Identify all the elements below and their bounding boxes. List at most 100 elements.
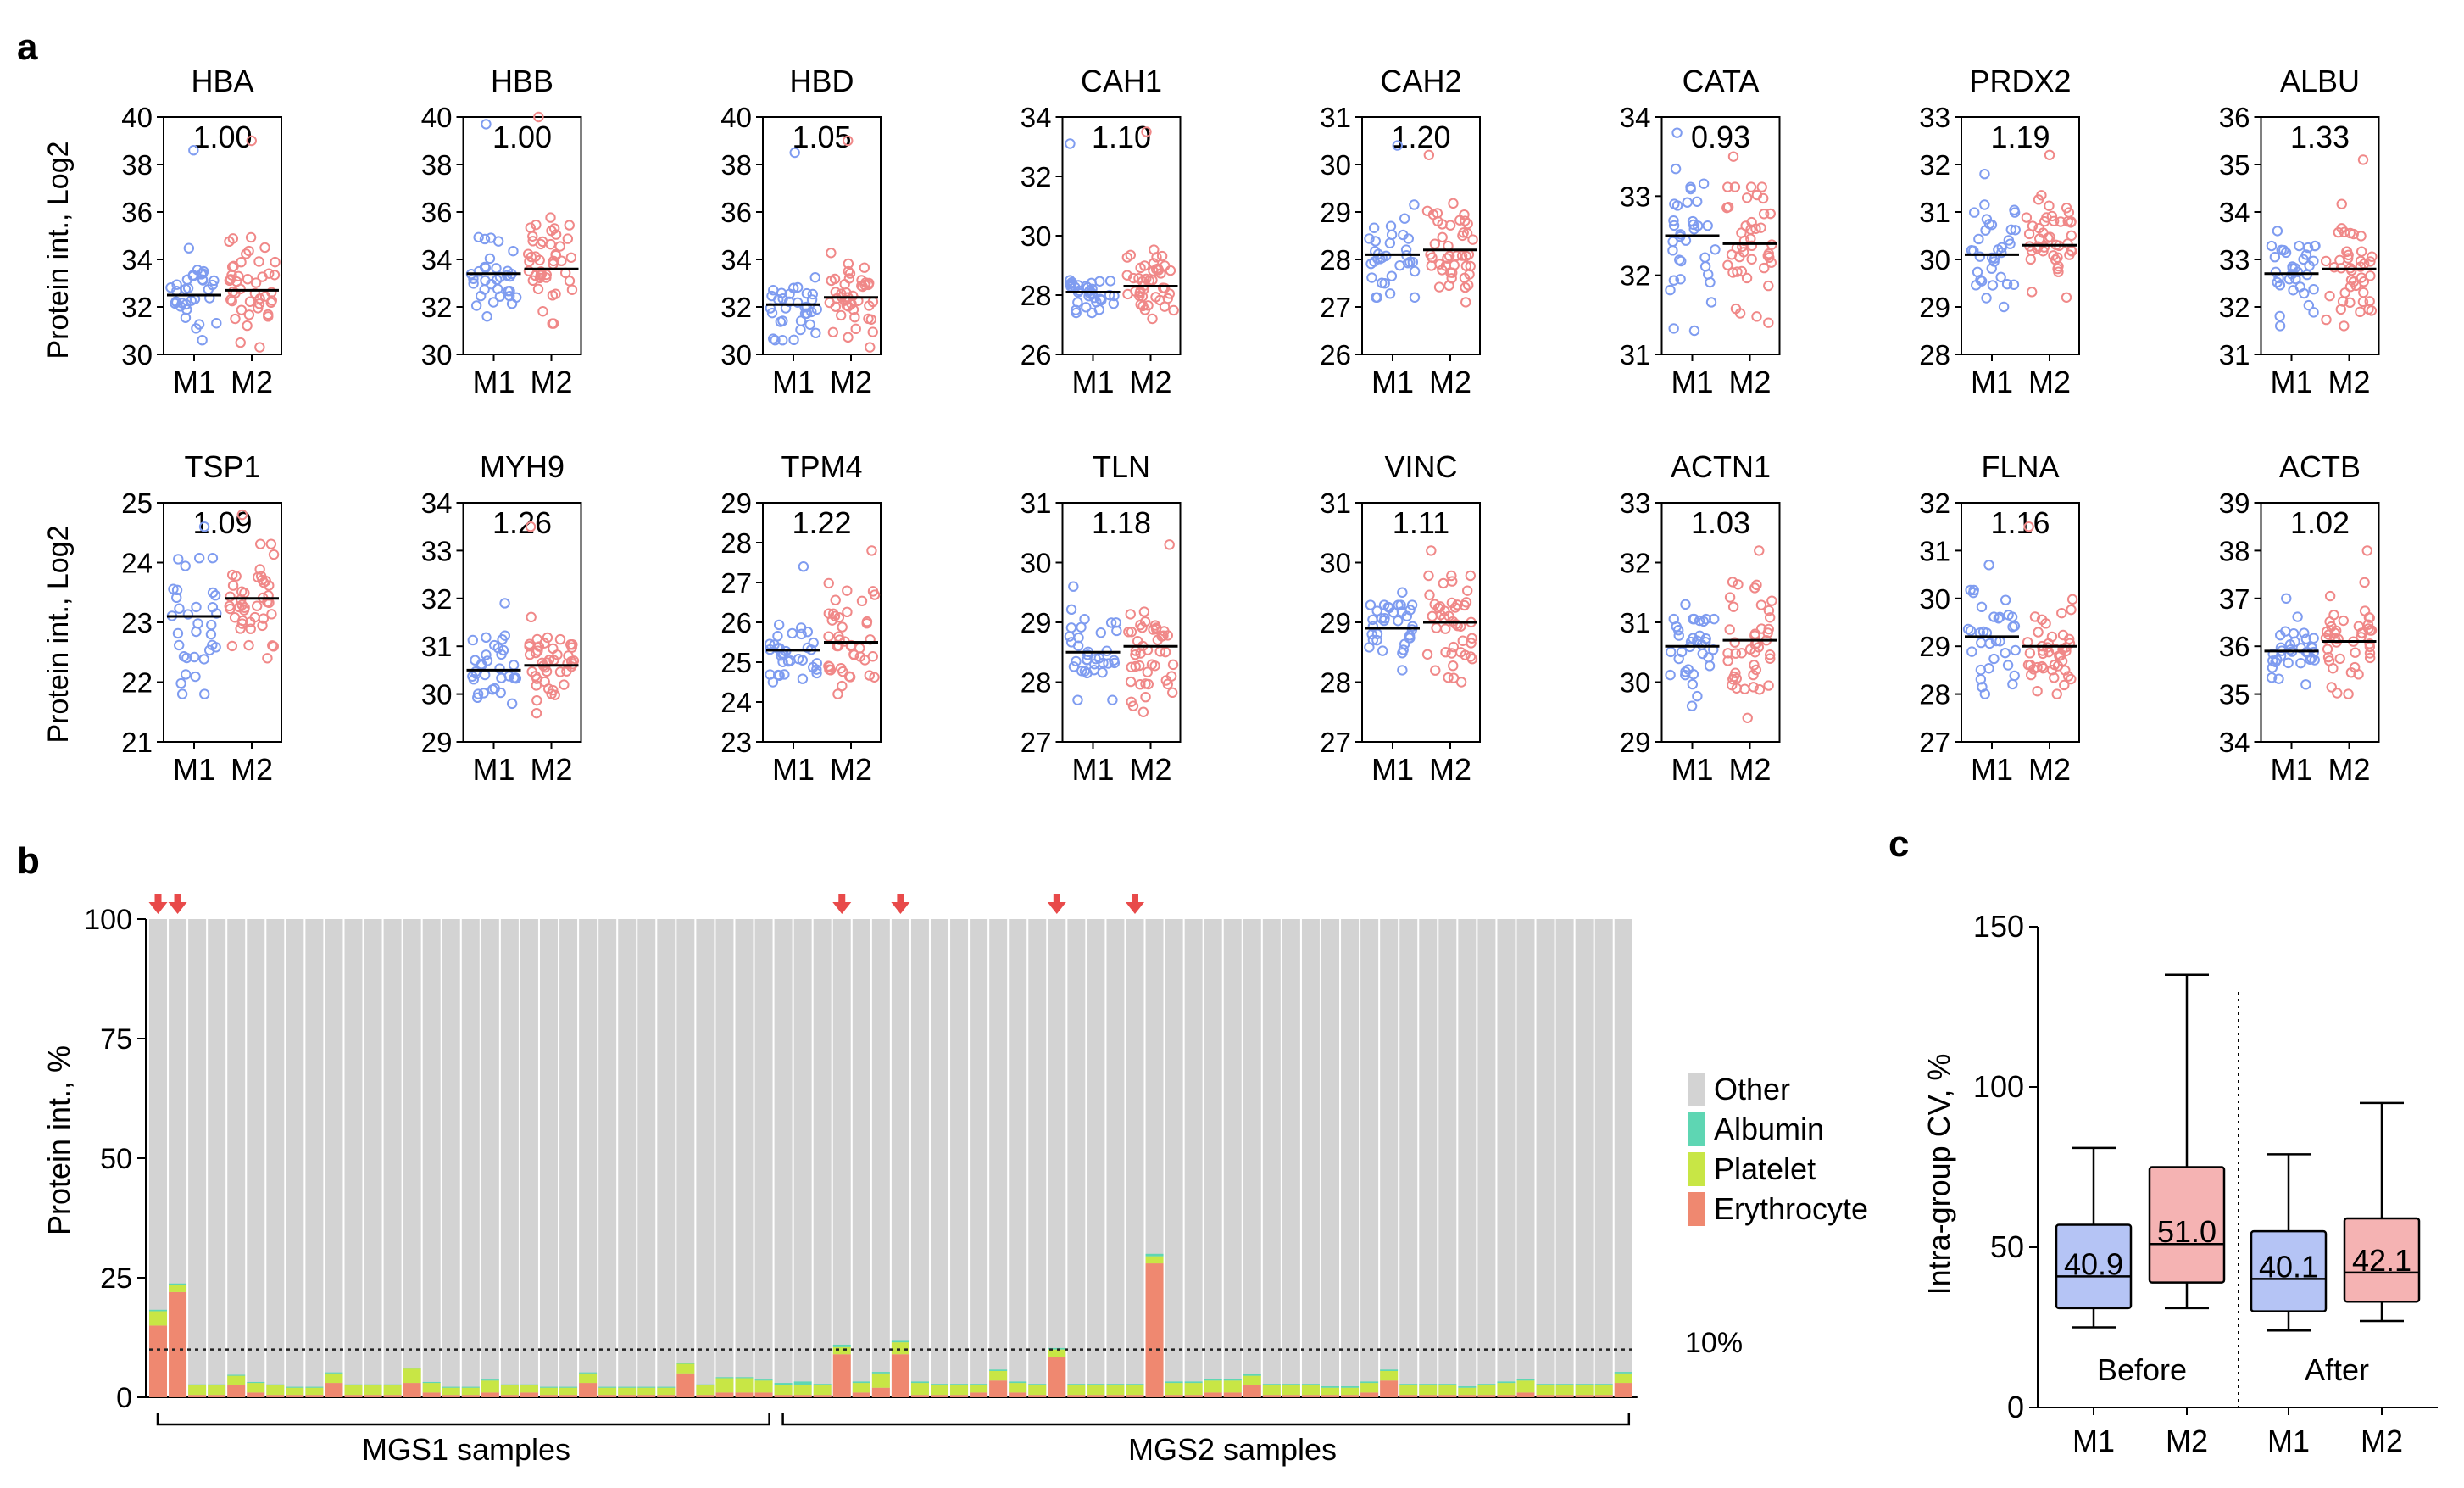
data-point [2339, 320, 2350, 332]
bar-platelet [149, 1311, 167, 1326]
data-point [1384, 288, 1396, 299]
data-point [2367, 251, 2378, 262]
data-point [496, 649, 507, 660]
data-point [823, 631, 834, 642]
dotplot-tpm4: TPM4 23 24 25 26 27 28 29 M1 M2 1.22 [720, 449, 882, 787]
bar-albumin [1458, 1386, 1477, 1388]
data-point [1758, 209, 1770, 220]
data-point [492, 236, 504, 247]
y-tick-label: 34 [1021, 102, 1052, 133]
y-tick-label: 29 [1919, 292, 1950, 323]
data-point [1680, 669, 1691, 681]
bar-albumin [715, 1377, 734, 1379]
bar-other [1555, 919, 1574, 1397]
data-point [1460, 215, 1471, 226]
bar-platelet [1145, 1256, 1164, 1264]
bar-erythrocyte [559, 1395, 578, 1397]
data-point [1365, 258, 1377, 270]
x-tick-label: M1 [173, 365, 215, 399]
plot-frame [163, 116, 282, 355]
plot-frame [2260, 116, 2380, 355]
y-tick-label: 36 [2219, 102, 2250, 133]
y-tick-label: 40 [421, 102, 453, 133]
y-tick-label: 0 [116, 1382, 132, 1414]
bar-other [208, 919, 226, 1397]
x-tick-label: M2 [2361, 1424, 2403, 1458]
data-point [2008, 279, 2020, 290]
data-point [266, 609, 277, 620]
data-point [1443, 250, 1455, 262]
data-point [2063, 633, 2075, 644]
data-point [1675, 274, 1686, 285]
data-point [1377, 645, 1388, 656]
data-point [1095, 627, 1106, 638]
bar-other [540, 919, 558, 1397]
bar-other [383, 919, 402, 1397]
data-point [2334, 653, 2345, 665]
x-tick-label: M1 [1971, 752, 2013, 787]
data-point [2338, 615, 2349, 627]
data-point [2266, 672, 2278, 683]
data-point [1385, 220, 1397, 231]
legend-swatch-other [1688, 1073, 1705, 1106]
bar-platelet [1321, 1387, 1339, 1396]
data-point [2051, 688, 2062, 699]
data-point [1763, 680, 1774, 691]
panel-b-ylabel: Protein int., % [42, 1045, 76, 1235]
protein-title: TSP1 [184, 449, 260, 484]
plot-frame [1961, 116, 2080, 355]
bar-erythrocyte [970, 1392, 988, 1397]
legend-label-albumin: Albumin [1714, 1112, 1824, 1146]
data-point [1727, 577, 1738, 588]
data-point [181, 298, 192, 310]
fold-change-label: 1.05 [792, 120, 851, 154]
data-point [547, 318, 558, 329]
bar-albumin [1438, 1384, 1457, 1385]
data-point [1371, 292, 1382, 303]
data-point [1461, 585, 1473, 596]
bar-albumin [657, 1386, 676, 1388]
data-point [865, 634, 876, 645]
bar-platelet [1497, 1383, 1516, 1396]
bar-platelet [989, 1370, 1008, 1381]
data-point [524, 649, 536, 660]
data-point [1162, 678, 1173, 690]
data-point [1123, 627, 1134, 638]
data-point [265, 538, 277, 549]
data-point [1732, 266, 1743, 277]
protein-title: TPM4 [781, 449, 862, 484]
bar-platelet [1223, 1380, 1242, 1393]
data-point [241, 248, 252, 259]
y-tick-label: 30 [1320, 548, 1351, 579]
data-point [1434, 259, 1445, 270]
bar-platelet [754, 1380, 773, 1393]
data-point [1755, 599, 1767, 610]
y-tick-label: 25 [720, 647, 752, 678]
data-point [1448, 198, 1459, 209]
bar-albumin [1399, 1384, 1418, 1385]
data-point [559, 679, 570, 690]
data-point [1105, 617, 1117, 628]
data-point [1087, 287, 1098, 299]
data-point [1466, 633, 1477, 644]
data-point [2052, 263, 2063, 275]
bar-platelet [1360, 1383, 1379, 1393]
bar-albumin [1341, 1386, 1360, 1388]
data-point [1370, 236, 1382, 247]
data-point [1437, 231, 1448, 243]
y-tick-label: 33 [2219, 244, 2250, 276]
fold-change-label: 1.22 [792, 505, 851, 540]
bar-other [1321, 919, 1339, 1397]
data-point [1371, 605, 1382, 616]
data-point [1137, 706, 1149, 717]
data-point [830, 301, 842, 312]
bar-platelet [871, 1373, 890, 1388]
data-point [1432, 208, 1443, 219]
data-point [1726, 249, 1738, 260]
data-point [2026, 669, 2037, 681]
data-point [1081, 302, 1092, 313]
data-point [1993, 613, 2005, 624]
bar-erythrocyte [1594, 1395, 1613, 1397]
bar-platelet [344, 1385, 363, 1396]
data-point [1403, 233, 1414, 244]
